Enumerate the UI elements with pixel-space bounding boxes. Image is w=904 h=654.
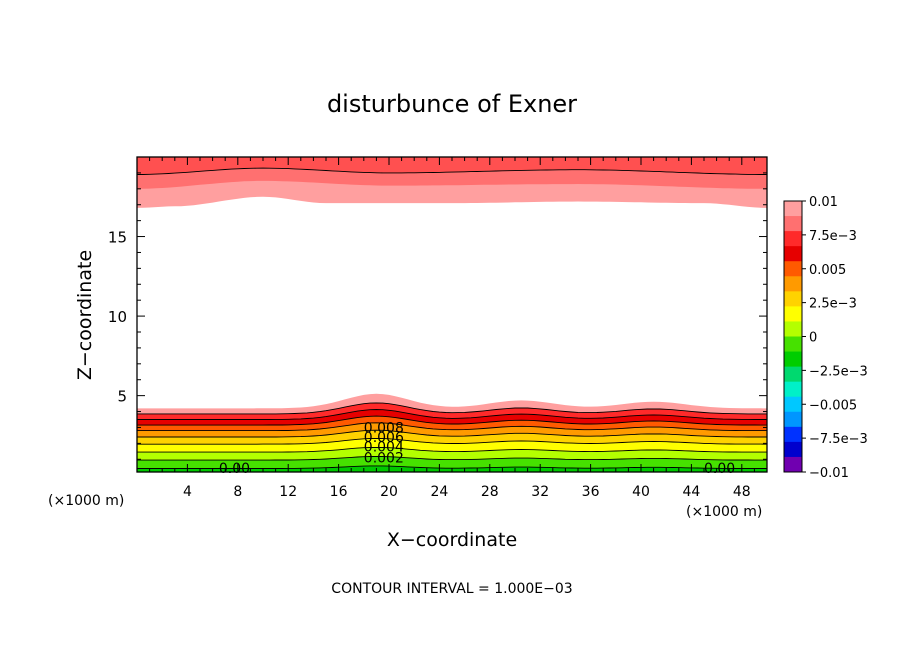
colorbar-swatch bbox=[784, 336, 802, 353]
colorbar-label: 7.5e−3 bbox=[809, 229, 857, 244]
contour-line bbox=[137, 167, 767, 175]
colorbar-swatch bbox=[784, 321, 802, 337]
contour-label: 0.006 bbox=[364, 430, 404, 446]
contour-line bbox=[137, 415, 767, 426]
x-tick-label: 12 bbox=[279, 484, 297, 500]
colorbar-swatch bbox=[784, 456, 802, 473]
contour-line bbox=[137, 437, 767, 445]
colorbar-label: −7.5e−3 bbox=[809, 432, 868, 447]
colorbar-label: −2.5e−3 bbox=[809, 364, 868, 379]
x-tick-label: 32 bbox=[531, 484, 549, 500]
contour-band bbox=[137, 430, 767, 445]
colorbar-label: 0 bbox=[809, 331, 817, 346]
x-unit-left: (×1000 m) bbox=[48, 493, 124, 509]
colorbar-label: 2.5e−3 bbox=[809, 297, 857, 312]
colorbar-label: −0.005 bbox=[809, 398, 857, 413]
colorbar-swatch bbox=[784, 366, 802, 383]
contour-line bbox=[137, 455, 767, 461]
x-tick-label: 36 bbox=[582, 484, 600, 500]
contour-label: 0.008 bbox=[364, 420, 404, 436]
y-tick-label: 5 bbox=[117, 388, 127, 406]
contour-band bbox=[137, 402, 767, 420]
colorbar: 0.01 7.5e−3 0.005 2.5e−3 0 −2.5e−3 −0.005 −7.5e… bbox=[783, 195, 868, 481]
contour-band bbox=[137, 157, 767, 175]
x-tick-label: 4 bbox=[183, 484, 192, 500]
colorbar-swatch bbox=[784, 351, 802, 368]
x-axis-label: X−coordinate bbox=[387, 529, 517, 551]
colorbar-swatch bbox=[784, 261, 802, 277]
contour-line bbox=[137, 422, 767, 432]
colorbar-swatch bbox=[784, 276, 802, 292]
contour-band bbox=[137, 416, 767, 431]
colorbar-swatch bbox=[784, 306, 802, 322]
x-tick-label: 44 bbox=[682, 484, 700, 500]
x-tick-label: 48 bbox=[733, 484, 751, 500]
x-tick-label: 20 bbox=[380, 484, 398, 500]
x-tick-label: 16 bbox=[330, 484, 348, 500]
x-tick-label: 24 bbox=[430, 484, 448, 500]
y-tick-label: 15 bbox=[108, 229, 127, 247]
x-tick-label: 28 bbox=[481, 484, 499, 500]
y-tick-label: 10 bbox=[108, 308, 127, 326]
colorbar-label: −0.01 bbox=[809, 466, 849, 481]
colorbar-swatch bbox=[784, 396, 802, 413]
colorbar-swatch bbox=[784, 291, 802, 307]
x-tick-label: 8 bbox=[233, 484, 242, 500]
colorbar-label: 0.01 bbox=[809, 195, 838, 210]
colorbar-swatch bbox=[784, 441, 802, 458]
x-tick-label: 40 bbox=[632, 484, 650, 500]
y-axis-label: Z−coordinate bbox=[74, 250, 96, 380]
contour-label: 0.00 bbox=[219, 461, 250, 477]
contour-line bbox=[137, 429, 767, 438]
colorbar-swatch bbox=[784, 231, 802, 247]
contour-band bbox=[137, 409, 767, 426]
contour-band bbox=[137, 393, 767, 414]
contour-line bbox=[137, 409, 767, 420]
contour-band bbox=[137, 447, 767, 461]
colorbar-swatch bbox=[784, 246, 802, 262]
contour-label: 0.00 bbox=[704, 461, 735, 477]
contour-line bbox=[137, 402, 767, 415]
colorbar-swatch bbox=[784, 411, 802, 428]
chart-title: disturbunce of Exner bbox=[327, 90, 577, 118]
colorbar-swatch bbox=[784, 201, 802, 217]
x-unit-right: (×1000 m) bbox=[686, 504, 762, 520]
contour-interval-footer: CONTOUR INTERVAL = 1.000E−03 bbox=[331, 581, 572, 597]
colorbar-swatch bbox=[784, 426, 802, 443]
colorbar-swatch bbox=[784, 216, 802, 232]
colorbar-label: 0.005 bbox=[809, 263, 846, 278]
contour-band bbox=[137, 438, 767, 453]
colorbar-swatch bbox=[784, 381, 802, 398]
contour-label: 0.002 bbox=[364, 451, 404, 467]
plot-area bbox=[137, 157, 767, 472]
contour-label: 0.004 bbox=[364, 440, 404, 456]
contour-line bbox=[137, 446, 767, 453]
